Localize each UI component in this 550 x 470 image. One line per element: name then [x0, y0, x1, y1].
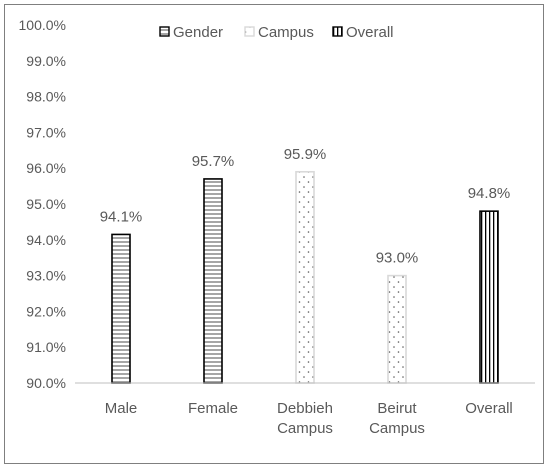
y-tick-label: 99.0% — [26, 53, 66, 69]
x-tick-label: Debbieh — [277, 400, 333, 417]
y-tick-label: 95.0% — [26, 196, 66, 212]
bar-debbieh-campus — [295, 170, 315, 384]
bar-female — [203, 178, 223, 384]
y-tick-label: 94.0% — [26, 232, 66, 248]
data-label: 95.7% — [192, 153, 235, 170]
data-labels: 94.1% 95.7% 95.9% 93.0% 94.8% — [100, 146, 511, 267]
legend-item-gender: Gender — [159, 24, 223, 41]
x-axis: Male Female Debbieh Campus Beirut Campus Overa… — [75, 382, 535, 437]
y-tick-label: 92.0% — [26, 303, 66, 319]
legend-label: Overall — [346, 24, 394, 41]
legend-swatch — [159, 26, 170, 37]
data-label: 94.8% — [468, 185, 511, 202]
y-tick-label: 96.0% — [26, 160, 66, 176]
legend: Gender Campus Overall — [159, 24, 394, 41]
bar-chart: 90.0% 91.0% 92.0% 93.0% 94.0% 95.0% 96.0% 97.0%… — [19, 17, 535, 437]
y-tick-label: 90.0% — [26, 375, 66, 391]
data-label: 93.0% — [376, 250, 419, 267]
bars — [111, 170, 499, 384]
bar-overall — [479, 210, 499, 384]
bar-male — [111, 233, 131, 384]
y-tick-label: 97.0% — [26, 124, 66, 140]
y-axis: 90.0% 91.0% 92.0% 93.0% 94.0% 95.0% 96.0% 97.0%… — [19, 17, 66, 391]
chart-frame: 90.0% 91.0% 92.0% 93.0% 94.0% 95.0% 96.0% 97.0%… — [4, 4, 544, 464]
x-tick-label: Female — [188, 400, 238, 417]
y-tick-label: 93.0% — [26, 268, 66, 284]
x-tick-label: Male — [105, 400, 138, 417]
y-tick-label: 98.0% — [26, 89, 66, 105]
x-tick-label: Campus — [369, 420, 425, 437]
x-tick-label: Campus — [277, 420, 333, 437]
y-tick-label: 91.0% — [26, 339, 66, 355]
legend-item-campus: Campus — [244, 24, 314, 41]
legend-label: Campus — [258, 24, 314, 41]
legend-swatch — [244, 26, 255, 37]
x-tick-label: Beirut — [377, 400, 417, 417]
legend-swatch — [332, 26, 343, 37]
y-tick-label: 100.0% — [19, 17, 66, 33]
data-label: 94.1% — [100, 208, 143, 225]
legend-item-overall: Overall — [332, 24, 394, 41]
legend-label: Gender — [173, 24, 223, 41]
x-tick-label: Overall — [465, 400, 513, 417]
bar-beirut-campus — [387, 274, 407, 384]
data-label: 95.9% — [284, 146, 327, 163]
